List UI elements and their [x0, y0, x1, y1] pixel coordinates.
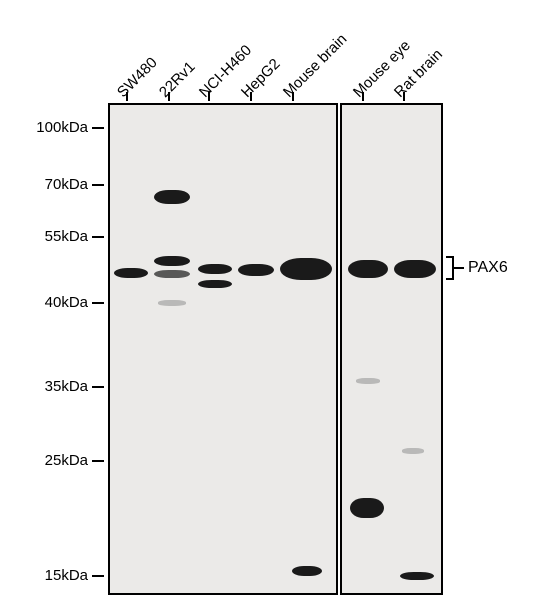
mw-tick [92, 184, 104, 186]
target-protein-label: PAX6 [468, 259, 508, 277]
band [348, 260, 388, 278]
lane-tick [168, 92, 170, 101]
band [154, 190, 190, 204]
lane-tick [208, 92, 210, 101]
band [394, 260, 436, 278]
western-blot-figure: SW480 22Rv1 NCI-H460 HepG2 Mouse brain M… [0, 0, 542, 608]
band [198, 280, 232, 288]
lane-tick [250, 92, 252, 101]
mw-label-25: 25kDa [30, 452, 88, 469]
target-tick [454, 267, 464, 269]
band [402, 448, 424, 454]
band [154, 270, 190, 278]
band [292, 566, 322, 576]
mw-tick [92, 460, 104, 462]
mw-label-35: 35kDa [30, 378, 88, 395]
lane-label-sw480: SW480 [114, 54, 161, 101]
lane-label-mousebrain: Mouse brain [280, 31, 350, 101]
lane-tick [403, 92, 405, 101]
mw-label-100: 100kDa [30, 119, 88, 136]
mw-tick [92, 236, 104, 238]
band [400, 572, 434, 580]
band [350, 498, 384, 518]
mw-tick [92, 386, 104, 388]
band [356, 378, 380, 384]
mw-label-40: 40kDa [30, 294, 88, 311]
lane-tick [292, 92, 294, 101]
band [114, 268, 148, 278]
mw-label-55: 55kDa [30, 228, 88, 245]
blot-panel-left [108, 103, 338, 595]
mw-tick [92, 575, 104, 577]
blot-panel-right [340, 103, 443, 595]
band [238, 264, 274, 276]
mw-tick [92, 302, 104, 304]
lane-tick [362, 92, 364, 101]
band [280, 258, 332, 280]
band [198, 264, 232, 274]
lane-tick [126, 92, 128, 101]
band [158, 300, 186, 306]
target-bracket [446, 256, 454, 280]
lane-label-22rv1: 22Rv1 [156, 58, 199, 101]
band [154, 256, 190, 266]
mw-tick [92, 127, 104, 129]
mw-label-15: 15kDa [30, 567, 88, 584]
mw-label-70: 70kDa [30, 176, 88, 193]
